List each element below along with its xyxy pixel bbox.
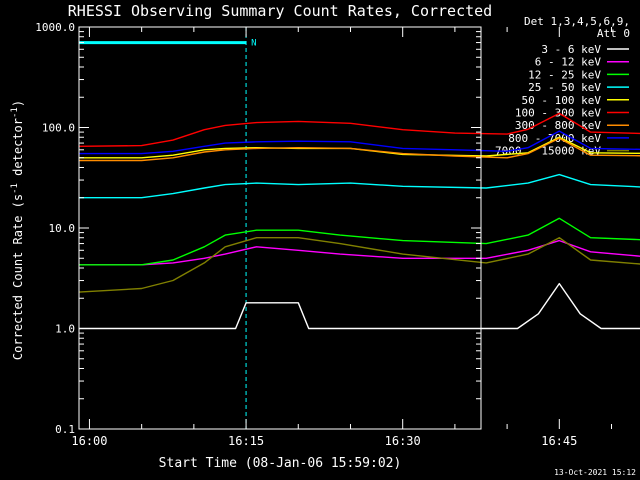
x-tick-label: 16:15 bbox=[228, 434, 264, 448]
legend-header-line1: Det 1,3,4,5,6,9, bbox=[524, 15, 630, 28]
svg-text:Corrected Count Rate (s-1 dete: Corrected Count Rate (s-1 detector-1) bbox=[10, 100, 25, 360]
legend-label: 50 - 100 keV bbox=[522, 94, 602, 107]
series-line-6-12-kev bbox=[79, 239, 640, 266]
footer-date: 13-Oct-2021 15:12 bbox=[554, 468, 636, 477]
series-line-300-800-kev bbox=[79, 137, 640, 162]
legend-label: 12 - 25 keV bbox=[528, 68, 601, 81]
legend-label: 100 - 300 keV bbox=[515, 107, 601, 120]
x-tick-label: 16:30 bbox=[385, 434, 421, 448]
series-line-12-25-kev bbox=[79, 217, 640, 266]
series-line-100-300-kev bbox=[78, 112, 640, 147]
plot-frame bbox=[78, 26, 482, 430]
x-tick-label: 16:00 bbox=[71, 434, 107, 448]
series-line-3-6-kev bbox=[79, 282, 640, 330]
legend-label: 3 - 6 keV bbox=[541, 43, 601, 56]
legend-label: 25 - 50 keV bbox=[528, 81, 601, 94]
y-tick-label: 0.1 bbox=[55, 423, 75, 436]
series-line-25-50-kev bbox=[79, 173, 640, 199]
y-tick-label: 1000.0 bbox=[35, 21, 75, 34]
x-tick-label: 16:45 bbox=[541, 434, 577, 448]
series-line-50-100-kev bbox=[79, 136, 640, 159]
y-axis-label: Corrected Count Rate (s-1 detector-1) bbox=[10, 100, 25, 360]
legend-label: 6 - 12 keV bbox=[535, 56, 602, 69]
series-line-7000-15000-kev bbox=[78, 236, 640, 293]
y-tick-label: 100.0 bbox=[42, 122, 75, 135]
chart-title: RHESSI Observing Summary Count Rates, Co… bbox=[68, 2, 492, 20]
legend-header-line2: Att 0 bbox=[597, 27, 630, 40]
y-tick-label: 1.0 bbox=[55, 323, 75, 336]
legend-label: 300 - 800 keV bbox=[515, 119, 601, 132]
night-marker-label: N bbox=[251, 39, 256, 49]
x-axis-label: Start Time (08-Jan-06 15:59:02) bbox=[159, 456, 402, 471]
y-tick-label: 10.0 bbox=[49, 222, 76, 235]
series-line-800-7000-kev bbox=[79, 130, 640, 155]
